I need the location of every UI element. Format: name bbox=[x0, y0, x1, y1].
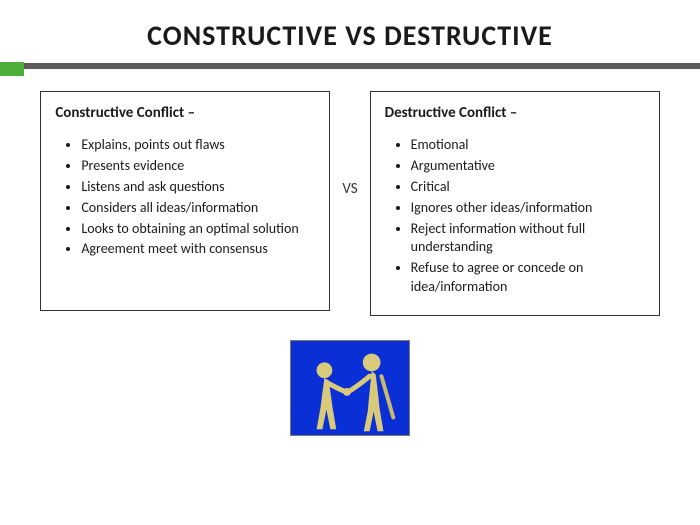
accent-green-block bbox=[0, 62, 24, 76]
list-item: Explains, points out flaws bbox=[81, 136, 315, 155]
page-title: CONSTRUCTIVE VS DESTRUCTIVE bbox=[0, 0, 700, 63]
list-item: Reject information without full understa… bbox=[411, 220, 645, 258]
constructive-heading: Constructive Conflict – bbox=[55, 104, 315, 122]
list-item: Refuse to agree or concede on idea/infor… bbox=[411, 259, 645, 297]
list-item: Listens and ask questions bbox=[81, 178, 315, 197]
vs-label: VS bbox=[338, 180, 361, 198]
figure-container bbox=[0, 340, 700, 436]
comparison-row: Constructive Conflict – Explains, points… bbox=[0, 69, 700, 316]
handshake-illustration bbox=[290, 340, 410, 436]
destructive-list: Emotional Argumentative Critical Ignores… bbox=[385, 136, 645, 297]
list-item: Considers all ideas/information bbox=[81, 199, 315, 218]
destructive-card: Destructive Conflict – Emotional Argumen… bbox=[370, 91, 660, 316]
list-item: Agreement meet with consensus bbox=[81, 240, 315, 259]
list-item: Ignores other ideas/information bbox=[411, 199, 645, 218]
list-item: Critical bbox=[411, 178, 645, 197]
destructive-heading: Destructive Conflict – bbox=[385, 104, 645, 122]
constructive-card: Constructive Conflict – Explains, points… bbox=[40, 91, 330, 311]
handshake-icon bbox=[291, 340, 409, 436]
title-underline-bar bbox=[0, 63, 700, 69]
list-item: Emotional bbox=[411, 136, 645, 155]
list-item: Argumentative bbox=[411, 157, 645, 176]
list-item: Looks to obtaining an optimal solution bbox=[81, 220, 315, 239]
constructive-list: Explains, points out flaws Presents evid… bbox=[55, 136, 315, 259]
list-item: Presents evidence bbox=[81, 157, 315, 176]
